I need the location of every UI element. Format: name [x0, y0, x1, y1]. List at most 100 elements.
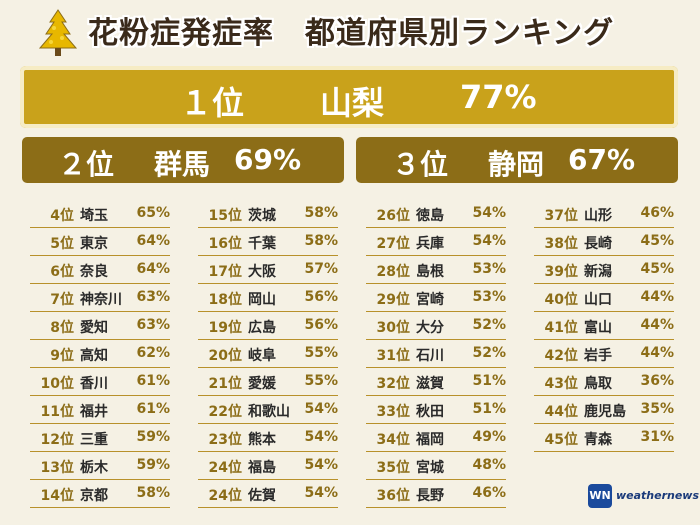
prefecture-name: 広島 [248, 320, 276, 336]
rank-label: 21位 [208, 376, 242, 392]
rank-2-banner: ２位 群馬 69% [22, 137, 344, 183]
prefecture-name: 茨城 [248, 208, 276, 224]
percent-value: 56% [304, 317, 338, 333]
ranking-row: 23位 熊本 54% [198, 424, 338, 452]
percent-value: 55% [304, 373, 338, 389]
rank-label: 4位 [50, 208, 74, 224]
percent-value: 54% [472, 233, 506, 249]
prefecture-name: 岡山 [248, 292, 276, 308]
rank-label: 31位 [376, 348, 410, 364]
percent-value: 53% [472, 289, 506, 305]
rank-label: 45位 [544, 432, 578, 448]
rank-2-label: ２位 [58, 148, 115, 181]
percent-value: 58% [136, 485, 170, 501]
prefecture-name: 山口 [584, 292, 612, 308]
percent-value: 61% [136, 373, 170, 389]
percent-value: 62% [136, 345, 170, 361]
percent-value: 57% [304, 261, 338, 277]
prefecture-name: 岩手 [584, 348, 612, 364]
percent-value: 44% [640, 345, 674, 361]
prefecture-name: 高知 [80, 348, 108, 364]
prefecture-name: 京都 [80, 488, 108, 504]
rank-1-percent: 77% [460, 78, 537, 116]
rank-3-label: ３位 [392, 148, 449, 181]
rank-label: 24位 [208, 460, 242, 476]
percent-value: 48% [472, 457, 506, 473]
rank-label: 32位 [376, 376, 410, 392]
weathernews-wordmark: weathernews [616, 489, 700, 502]
rank-label: 44位 [544, 404, 578, 420]
rank-3-banner: ３位 静岡 67% [356, 137, 678, 183]
percent-value: 61% [136, 401, 170, 417]
percent-value: 56% [304, 289, 338, 305]
prefecture-name: 神奈川 [80, 292, 122, 308]
ranking-row: 40位 山口 44% [534, 284, 674, 312]
percent-value: 64% [136, 261, 170, 277]
percent-value: 31% [640, 429, 674, 445]
rank-3-percent: 67% [568, 143, 636, 176]
percent-value: 46% [640, 205, 674, 221]
rank-label: 27位 [376, 236, 410, 252]
percent-value: 45% [640, 261, 674, 277]
ranking-row: 33位 秋田 51% [366, 396, 506, 424]
rank-label: 17位 [208, 264, 242, 280]
prefecture-name: 福岡 [416, 432, 444, 448]
rank-label: 18位 [208, 292, 242, 308]
ranking-column-2: 15位 茨城 58% 16位 千葉 58% 17位 大阪 57% 18位 岡山 56% 19位 広島 56%… [198, 200, 338, 508]
rank-label: 43位 [544, 376, 578, 392]
rank-1-prefecture: 山梨 [320, 84, 385, 122]
ranking-row: 11位 福井 61% [30, 396, 170, 424]
prefecture-name: 秋田 [416, 404, 444, 420]
rank-2-prefecture: 群馬 [154, 148, 211, 181]
percent-value: 54% [304, 401, 338, 417]
ranking-row: 32位 滋賀 51% [366, 368, 506, 396]
percent-value: 36% [640, 373, 674, 389]
prefecture-name: 宮崎 [416, 292, 444, 308]
prefecture-name: 徳島 [416, 208, 444, 224]
rank-label: 39位 [544, 264, 578, 280]
rank-label: 12位 [40, 432, 74, 448]
percent-value: 54% [472, 205, 506, 221]
prefecture-name: 埼玉 [80, 208, 108, 224]
prefecture-name: 奈良 [80, 264, 108, 280]
ranking-row: 42位 岩手 44% [534, 340, 674, 368]
prefecture-name: 鳥取 [584, 376, 612, 392]
ranking-row: 20位 岐阜 55% [198, 340, 338, 368]
percent-value: 35% [640, 401, 674, 417]
percent-value: 52% [472, 345, 506, 361]
ranking-row: 21位 愛媛 55% [198, 368, 338, 396]
ranking-row: 39位 新潟 45% [534, 256, 674, 284]
rank-label: 16位 [208, 236, 242, 252]
rank-label: 14位 [40, 488, 74, 504]
percent-value: 53% [472, 261, 506, 277]
prefecture-name: 岐阜 [248, 348, 276, 364]
ranking-row: 27位 兵庫 54% [366, 228, 506, 256]
ranking-row: 34位 福岡 49% [366, 424, 506, 452]
weathernews-mark: WN [588, 484, 612, 508]
rank-label: 8位 [50, 320, 74, 336]
rank-label: 23位 [208, 432, 242, 448]
rank-label: 19位 [208, 320, 242, 336]
rank-label: 22位 [208, 404, 242, 420]
ranking-row: 44位 鹿児島 35% [534, 396, 674, 424]
rank-label: 30位 [376, 320, 410, 336]
rank-label: 36位 [376, 488, 410, 504]
ranking-row: 4位 埼玉 65% [30, 200, 170, 228]
rank-label: 35位 [376, 460, 410, 476]
percent-value: 45% [640, 233, 674, 249]
percent-value: 44% [640, 289, 674, 305]
percent-value: 54% [304, 429, 338, 445]
rank-label: 24位 [208, 488, 242, 504]
prefecture-name: 福島 [248, 460, 276, 476]
percent-value: 63% [136, 317, 170, 333]
percent-value: 49% [472, 429, 506, 445]
prefecture-name: 熊本 [248, 432, 276, 448]
percent-value: 51% [472, 373, 506, 389]
prefecture-name: 愛媛 [248, 376, 276, 392]
prefecture-name: 愛知 [80, 320, 108, 336]
rank-label: 33位 [376, 404, 410, 420]
prefecture-name: 青森 [584, 432, 612, 448]
percent-value: 64% [136, 233, 170, 249]
prefecture-name: 和歌山 [248, 404, 290, 420]
cedar-tree-icon [38, 9, 78, 56]
